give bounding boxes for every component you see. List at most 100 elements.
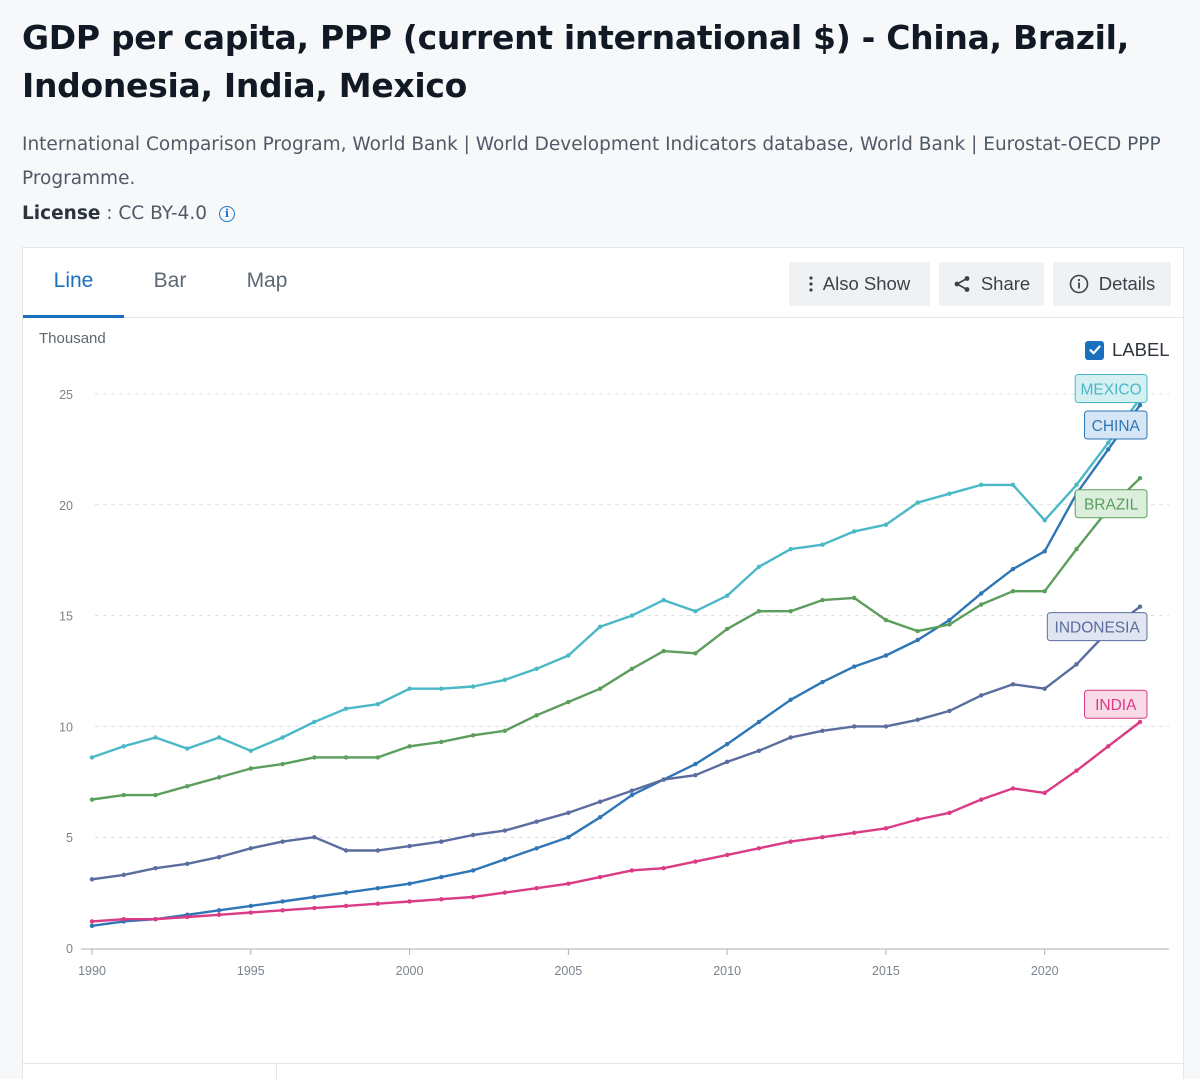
share-icon: [954, 276, 970, 292]
data-point-china-2004: [534, 846, 539, 851]
checkbox-checked-icon[interactable]: [1085, 340, 1104, 360]
data-point-indonesia-1997: [312, 835, 317, 840]
data-point-indonesia-2020: [1042, 686, 1047, 691]
x-tick-label-1995: 1995: [237, 964, 265, 978]
data-point-indonesia-2023: [1137, 604, 1143, 609]
data-point-brazil-1999: [375, 755, 381, 760]
data-point-china-2018: [979, 591, 984, 596]
data-point-mexico-1995: [248, 748, 253, 753]
data-point-mexico-2005: [566, 653, 571, 658]
data-point-brazil-2017: [947, 622, 952, 627]
x-tick-label-2015: 2015: [872, 964, 900, 978]
data-point-brazil-1997: [312, 755, 317, 760]
series-label-brazil: BRAZIL: [1084, 497, 1139, 514]
y-axis-unit: Thousand: [39, 330, 106, 347]
data-point-brazil-2001: [439, 739, 444, 745]
data-point-indonesia-1995: [248, 846, 253, 851]
data-point-china-2017: [947, 617, 952, 623]
data-point-india-2007: [629, 868, 635, 873]
data-point-brazil-2009: [693, 651, 698, 656]
info-icon[interactable]: i: [218, 206, 235, 222]
data-point-brazil-2006: [597, 686, 603, 691]
data-point-mexico-2021: [1074, 482, 1079, 488]
data-point-china-2010: [724, 741, 730, 747]
data-point-china-2005: [566, 835, 571, 840]
label-toggle[interactable]: LABEL: [1085, 339, 1170, 361]
data-point-china-1995: [248, 903, 253, 909]
data-point-india-1992: [153, 916, 158, 922]
data-point-india-1994: [216, 912, 222, 917]
data-point-indonesia-2011: [756, 748, 762, 753]
data-point-india-2001: [439, 897, 444, 902]
data-point-indonesia-2012: [788, 735, 793, 740]
data-point-indonesia-2016: [915, 717, 920, 722]
data-point-mexico-2020: [1042, 518, 1047, 523]
data-point-china-2003: [502, 857, 508, 862]
data-point-mexico-2004: [534, 666, 539, 671]
data-point-mexico-2012: [788, 546, 793, 552]
data-point-indonesia-2006: [597, 799, 603, 804]
data-point-mexico-2018: [979, 482, 984, 488]
series-tag-mexico: [1074, 373, 1148, 403]
data-point-indonesia-2003: [502, 828, 508, 833]
series-line-mexico: [91, 397, 1141, 759]
data-point-india-1999: [375, 901, 381, 906]
tab-line[interactable]: Line: [23, 248, 124, 318]
data-point-india-2004: [534, 885, 539, 891]
data-point-indonesia-2018: [979, 693, 984, 698]
data-point-india-2015: [883, 826, 889, 831]
data-point-india-2022: [1106, 744, 1111, 749]
data-point-china-2002: [470, 868, 476, 873]
data-point-mexico-2001: [439, 686, 444, 691]
data-point-brazil-1994: [216, 775, 222, 780]
data-point-china-1990: [89, 923, 95, 929]
data-point-india-2010: [724, 852, 730, 858]
data-point-indonesia-2007: [629, 788, 635, 793]
data-point-indonesia-1994: [216, 854, 222, 860]
data-point-brazil-2000: [407, 744, 412, 749]
data-point-mexico-2013: [820, 542, 825, 547]
data-point-mexico-1997: [312, 719, 317, 725]
y-tick-label-5: 5: [66, 831, 73, 845]
data-point-india-1997: [312, 905, 317, 911]
also-show-button[interactable]: Also Show: [789, 262, 930, 306]
data-point-brazil-2005: [566, 699, 571, 705]
data-point-brazil-1992: [153, 792, 158, 798]
data-point-indonesia-2010: [724, 759, 730, 765]
tab-bar[interactable]: Bar: [153, 269, 187, 292]
data-point-mexico-2008: [661, 597, 666, 603]
series-tag-indonesia: [1046, 612, 1148, 642]
y-tick-label-25: 25: [59, 388, 73, 402]
data-point-brazil-1995: [248, 766, 253, 771]
data-point-india-1990: [89, 919, 95, 924]
data-point-indonesia-2014: [851, 724, 857, 729]
x-tick-label-2005: 2005: [554, 964, 582, 978]
details-label: Details: [1098, 273, 1156, 294]
data-point-mexico-2006: [597, 624, 603, 629]
data-point-india-2020: [1042, 790, 1047, 796]
data-point-china-2001: [439, 874, 444, 880]
data-point-indonesia-1992: [153, 866, 158, 871]
data-point-mexico-2019: [1010, 482, 1016, 488]
data-point-brazil-2004: [534, 713, 539, 718]
share-button[interactable]: Share: [939, 262, 1044, 306]
data-point-mexico-2002: [470, 684, 476, 689]
data-point-mexico-2022: [1106, 440, 1111, 445]
data-point-mexico-2011: [756, 564, 762, 570]
data-point-china-2019: [1010, 566, 1016, 572]
tab-map[interactable]: Map: [246, 269, 288, 292]
data-point-brazil-2011: [756, 608, 762, 614]
data-point-china-2016: [915, 637, 920, 643]
data-point-india-1998: [343, 903, 349, 909]
data-point-mexico-2014: [851, 529, 857, 534]
data-point-india-2009: [693, 859, 698, 864]
series-label-india: INDIA: [1095, 697, 1137, 714]
line-chart: 0 5 10 15 20 25 1990 1995 2000 2005 2010 2015 2020 ME…: [59, 373, 1169, 978]
details-button[interactable]: Details: [1053, 262, 1171, 306]
x-tick-label-1990: 1990: [78, 964, 106, 978]
x-tick-label-2010: 2010: [713, 964, 741, 978]
data-point-indonesia-2000: [407, 843, 412, 849]
info-circle-icon: [1069, 274, 1089, 294]
data-point-china-2011: [756, 719, 762, 725]
data-point-china-2000: [407, 881, 412, 886]
